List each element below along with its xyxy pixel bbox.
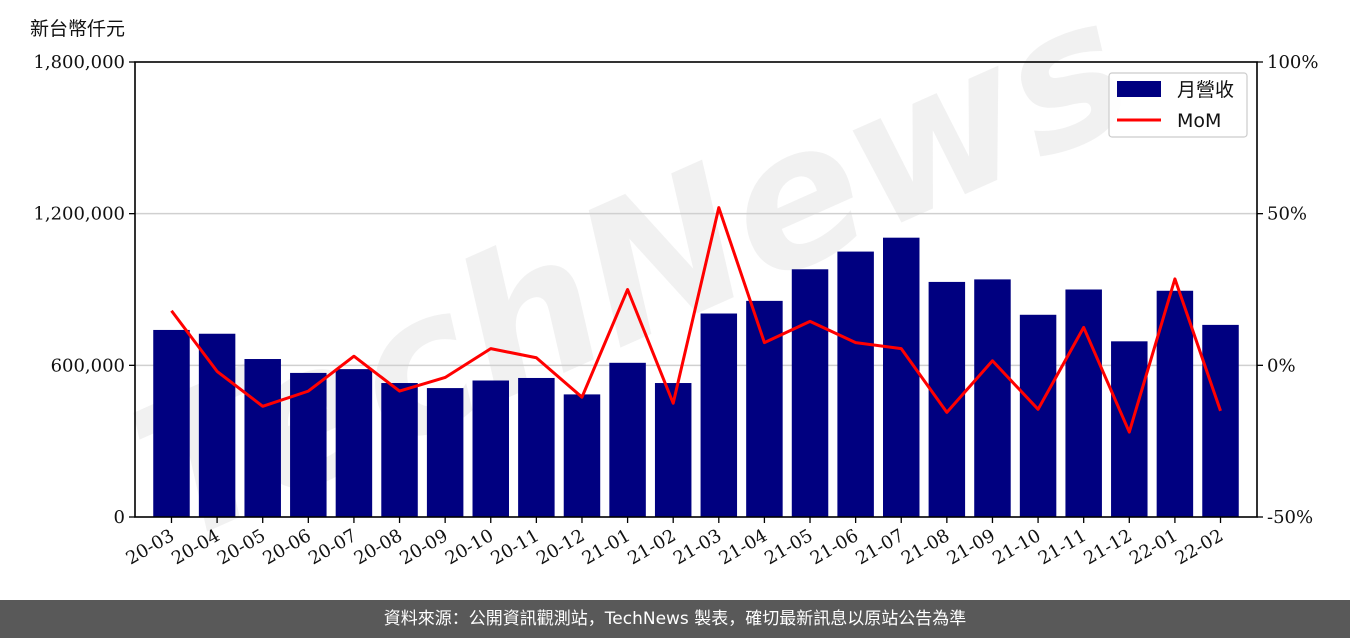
x-tick-label: 20-11 xyxy=(487,525,542,569)
left-tick-label: 1,800,000 xyxy=(33,52,125,73)
bar-20-11 xyxy=(518,377,555,517)
bar-line-chart: TechNews 0600,0001,200,0001,800,000-50%0… xyxy=(33,0,1318,586)
x-tick-label: 20-12 xyxy=(533,525,588,569)
plot-frame xyxy=(134,61,1258,518)
bar-20-07 xyxy=(335,369,373,517)
legend-label-mom: MoM xyxy=(1177,110,1221,132)
x-tick-label: 21-07 xyxy=(852,525,907,569)
legend: 月營收 MoM xyxy=(1108,72,1248,138)
bar-20-10 xyxy=(472,380,509,517)
mom-line xyxy=(170,206,1222,434)
x-tick-label: 21-12 xyxy=(1080,525,1135,569)
bar-21-09 xyxy=(974,279,1011,517)
legend-bar-swatch xyxy=(1117,81,1161,97)
bar-20-04 xyxy=(198,333,236,517)
bar-20-05 xyxy=(244,359,281,517)
bar-21-05 xyxy=(791,269,829,517)
x-tick-label: 21-03 xyxy=(670,525,725,569)
bar-22-01 xyxy=(1156,290,1194,517)
right-tick-label: -50% xyxy=(1267,507,1313,528)
bar-21-10 xyxy=(1019,314,1057,517)
bar-21-03 xyxy=(700,313,738,517)
x-tick-label: 21-09 xyxy=(944,525,999,569)
right-tick-label: 0% xyxy=(1267,355,1296,376)
bar-21-06 xyxy=(837,251,874,518)
source-footer: 資料來源：公開資訊觀測站，TechNews 製表，確切最新訊息以原站公告為準 xyxy=(0,600,1350,638)
left-tick-label: 0 xyxy=(114,507,125,528)
x-tick-label: 20-10 xyxy=(442,525,497,569)
legend-label-revenue: 月營收 xyxy=(1177,79,1234,101)
x-tick-label: 20-08 xyxy=(351,525,406,569)
x-tick-label: 21-05 xyxy=(761,525,816,569)
right-tick-label: 50% xyxy=(1267,204,1307,225)
x-tick-label: 21-11 xyxy=(1035,525,1090,569)
x-tick-label: 22-02 xyxy=(1172,525,1227,569)
bar-20-03 xyxy=(153,329,190,517)
bar-20-09 xyxy=(426,388,464,517)
bar-21-07 xyxy=(883,237,920,518)
bar-20-12 xyxy=(563,394,601,517)
bar-20-06 xyxy=(290,372,327,517)
x-tick-label: 21-06 xyxy=(807,525,862,569)
x-tick-label: 20-09 xyxy=(396,525,451,569)
right-tick-label: 100% xyxy=(1267,52,1318,73)
x-tick-label: 21-01 xyxy=(579,525,634,569)
y-axis-unit-label: 新台幣仟元 xyxy=(30,18,126,40)
mom-line-series xyxy=(170,206,1222,434)
x-tick-label: 21-02 xyxy=(624,525,679,569)
left-tick-label: 1,200,000 xyxy=(33,204,125,225)
left-tick-label: 600,000 xyxy=(51,355,125,376)
bar-21-01 xyxy=(609,362,646,517)
bar-20-08 xyxy=(381,383,418,517)
bar-21-04 xyxy=(746,300,783,517)
x-tick-label: 21-08 xyxy=(898,525,953,569)
bar-21-11 xyxy=(1065,289,1102,517)
bar-21-02 xyxy=(654,383,692,517)
bar-22-02 xyxy=(1202,324,1239,517)
x-tick-label: 22-01 xyxy=(1126,525,1181,569)
x-tick-label: 21-04 xyxy=(715,525,770,569)
x-tick-label: 21-10 xyxy=(989,525,1044,569)
x-tick-label: 20-03 xyxy=(123,525,178,569)
